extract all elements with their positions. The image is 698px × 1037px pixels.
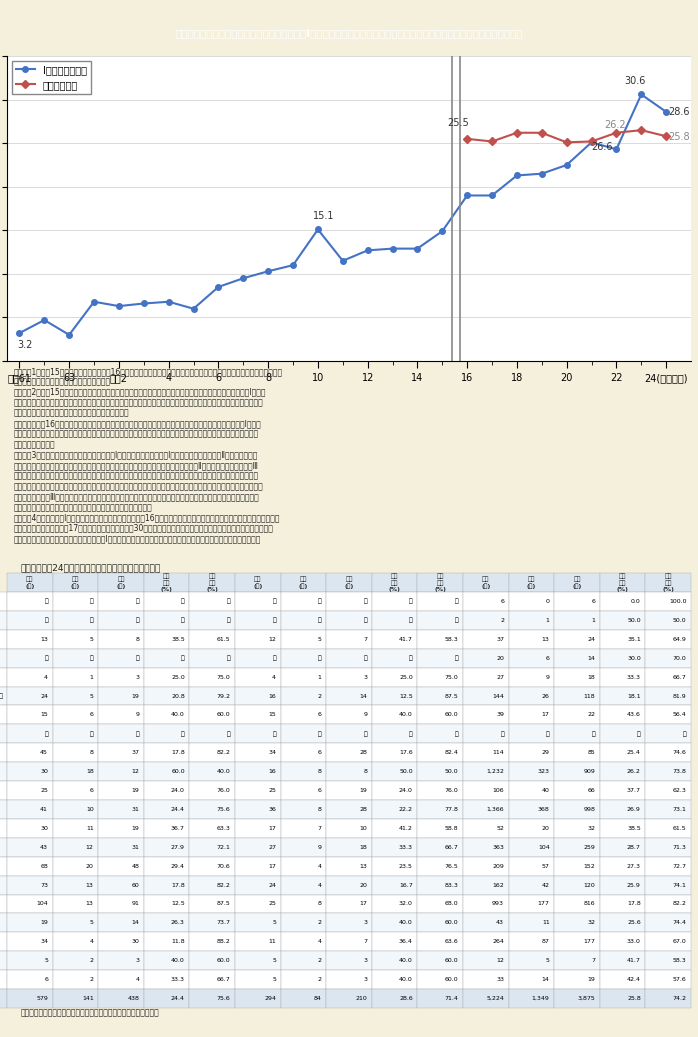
Text: は国会に採用されたものを除いた数の割合。: は国会に採用されたものを除いた数の割合。 xyxy=(14,409,129,418)
Text: ては，当該年度採用者数の割合（Ⅰ種，国税専門官及び労働基準監督官については旧年度合格者等を含む。）: ては，当該年度採用者数の割合（Ⅰ種，国税専門官及び労働基準監督官については旧年度… xyxy=(14,534,261,543)
Text: 3.2: 3.2 xyxy=(17,340,32,349)
Text: ローアップの実施結果」より作成。: ローアップの実施結果」より作成。 xyxy=(14,377,111,387)
Text: 行政法人又は国会に採用されたものを除いた数の割合。: 行政法人又は国会に採用されたものを除いた数の割合。 xyxy=(14,503,153,512)
Text: 官採用試験，外務省専門職員採用試験，航空管制官採用試験，防衛省職員採用Ⅱ種試験，国家公務員採用Ⅲ: 官採用試験，外務省専門職員採用試験，航空管制官採用試験，防衛省職員採用Ⅱ種試験，… xyxy=(14,461,259,470)
Text: の割合。: の割合。 xyxy=(14,440,55,449)
Text: の割合であり，17年度以降は当該年度の４月30日現在の割合（旧年度合格者等を含む）。採用試験全体につい: の割合であり，17年度以降は当該年度の４月30日現在の割合（旧年度合格者等を含む… xyxy=(14,524,274,533)
Text: （備考）1．平成15年度以前は人事院資料，16年度以降は総務省・人事院「女性国家公務員の採用・登用の拡大状況等のフォ: （備考）1．平成15年度以前は人事院資料，16年度以降は総務省・人事院「女性国家… xyxy=(14,367,283,376)
Text: 保安大学校学生採用試験，海上保安学校学生採用試験（特別を含む。），気象大学校学生採用試験，防衛省職: 保安大学校学生採用試験，海上保安学校学生採用試験（特別を含む。），気象大学校学生… xyxy=(14,482,264,491)
Text: 4．採用者は，Ⅰ種試験等事務系区分については，平成16年度以前は当該年度採用者数（旧年度合格者数等を含む。）: 4．採用者は，Ⅰ種試験等事務系区分については，平成16年度以前は当該年度採用者数… xyxy=(14,513,281,523)
Text: 30.6: 30.6 xyxy=(624,76,645,86)
Text: 第１－１－４図　国家公務員採用試験全体及びⅠ種試験等事務系（行政・法律・経済）区分の採用者に占める女性割合の推移: 第１－１－４図 国家公務員採用試験全体及びⅠ種試験等事務系（行政・法律・経済）区… xyxy=(175,28,523,38)
Text: 26.6: 26.6 xyxy=(591,142,613,152)
Text: 3．採用試験全体とは，国家公務員採用Ⅰ種試験，防衛省職員採用Ⅰ種試験，国家公務員採用Ⅱ種試験，法務教: 3．採用試験全体とは，国家公務員採用Ⅰ種試験，防衛省職員採用Ⅰ種試験，国家公務員… xyxy=(14,451,258,459)
Text: 26.2: 26.2 xyxy=(604,119,625,130)
Text: 28.6: 28.6 xyxy=(669,108,690,117)
Text: 25.5: 25.5 xyxy=(447,118,469,128)
Text: 員採用Ⅲ種試験，国税専門官採用試験及び労働基準監督官採用試験に合格して採用されたもののうち，独立: 員採用Ⅲ種試験，国税専門官採用試験及び労働基準監督官採用試験に合格して採用された… xyxy=(14,493,260,502)
Text: 平成16年度以降（二重線の右側）における［種試験等事務系区分の採用の割合は，国家公務員採用Ⅰ種試験: 平成16年度以降（二重線の右側）における［種試験等事務系区分の採用の割合は，国家… xyxy=(14,419,262,428)
Text: 2．平成15年度以前（二重線の左側）における［種試験等事務系区分の採用の割合は，国家公務員採用Ⅰ種試験: 2．平成15年度以前（二重線の左側）における［種試験等事務系区分の採用の割合は，… xyxy=(14,388,267,397)
Text: 15.1: 15.1 xyxy=(313,211,334,221)
Text: 25.8: 25.8 xyxy=(669,132,690,142)
Text: 種試験，皇宮護衛官採用試験，刑務官採用試験，入国警備官採用試験，航空保安大学校学生採用試験，海上: 種試験，皇宮護衛官採用試験，刑務官採用試験，入国警備官採用試験，航空保安大学校学… xyxy=(14,472,259,480)
Legend: Ⅰ種試験等事務系, 採用試験全体: Ⅰ種試験等事務系, 採用試験全体 xyxy=(12,61,91,93)
Text: の事務系の区分試験に合格して採用されたもの（独立行政法人に採用されたものを含む。）のうち，防衛省又: の事務系の区分試験に合格して採用されたもの（独立行政法人に採用されたものを含む。… xyxy=(14,398,264,408)
Text: （備考）内閣府「女性の政策・方針決定参画状況調べ」より作成。: （備考）内閣府「女性の政策・方針決定参画状況調べ」より作成。 xyxy=(21,1008,159,1017)
Text: （参考：平成24年度府省別国家公務員採用試験採用者）: （参考：平成24年度府省別国家公務員採用試験採用者） xyxy=(21,564,161,572)
Text: の事務系の区分試験に合格して採用されたもののうち，独立行政法人又は国会に採用されたものを除いた数: の事務系の区分試験に合格して採用されたもののうち，独立行政法人又は国会に採用され… xyxy=(14,429,259,439)
